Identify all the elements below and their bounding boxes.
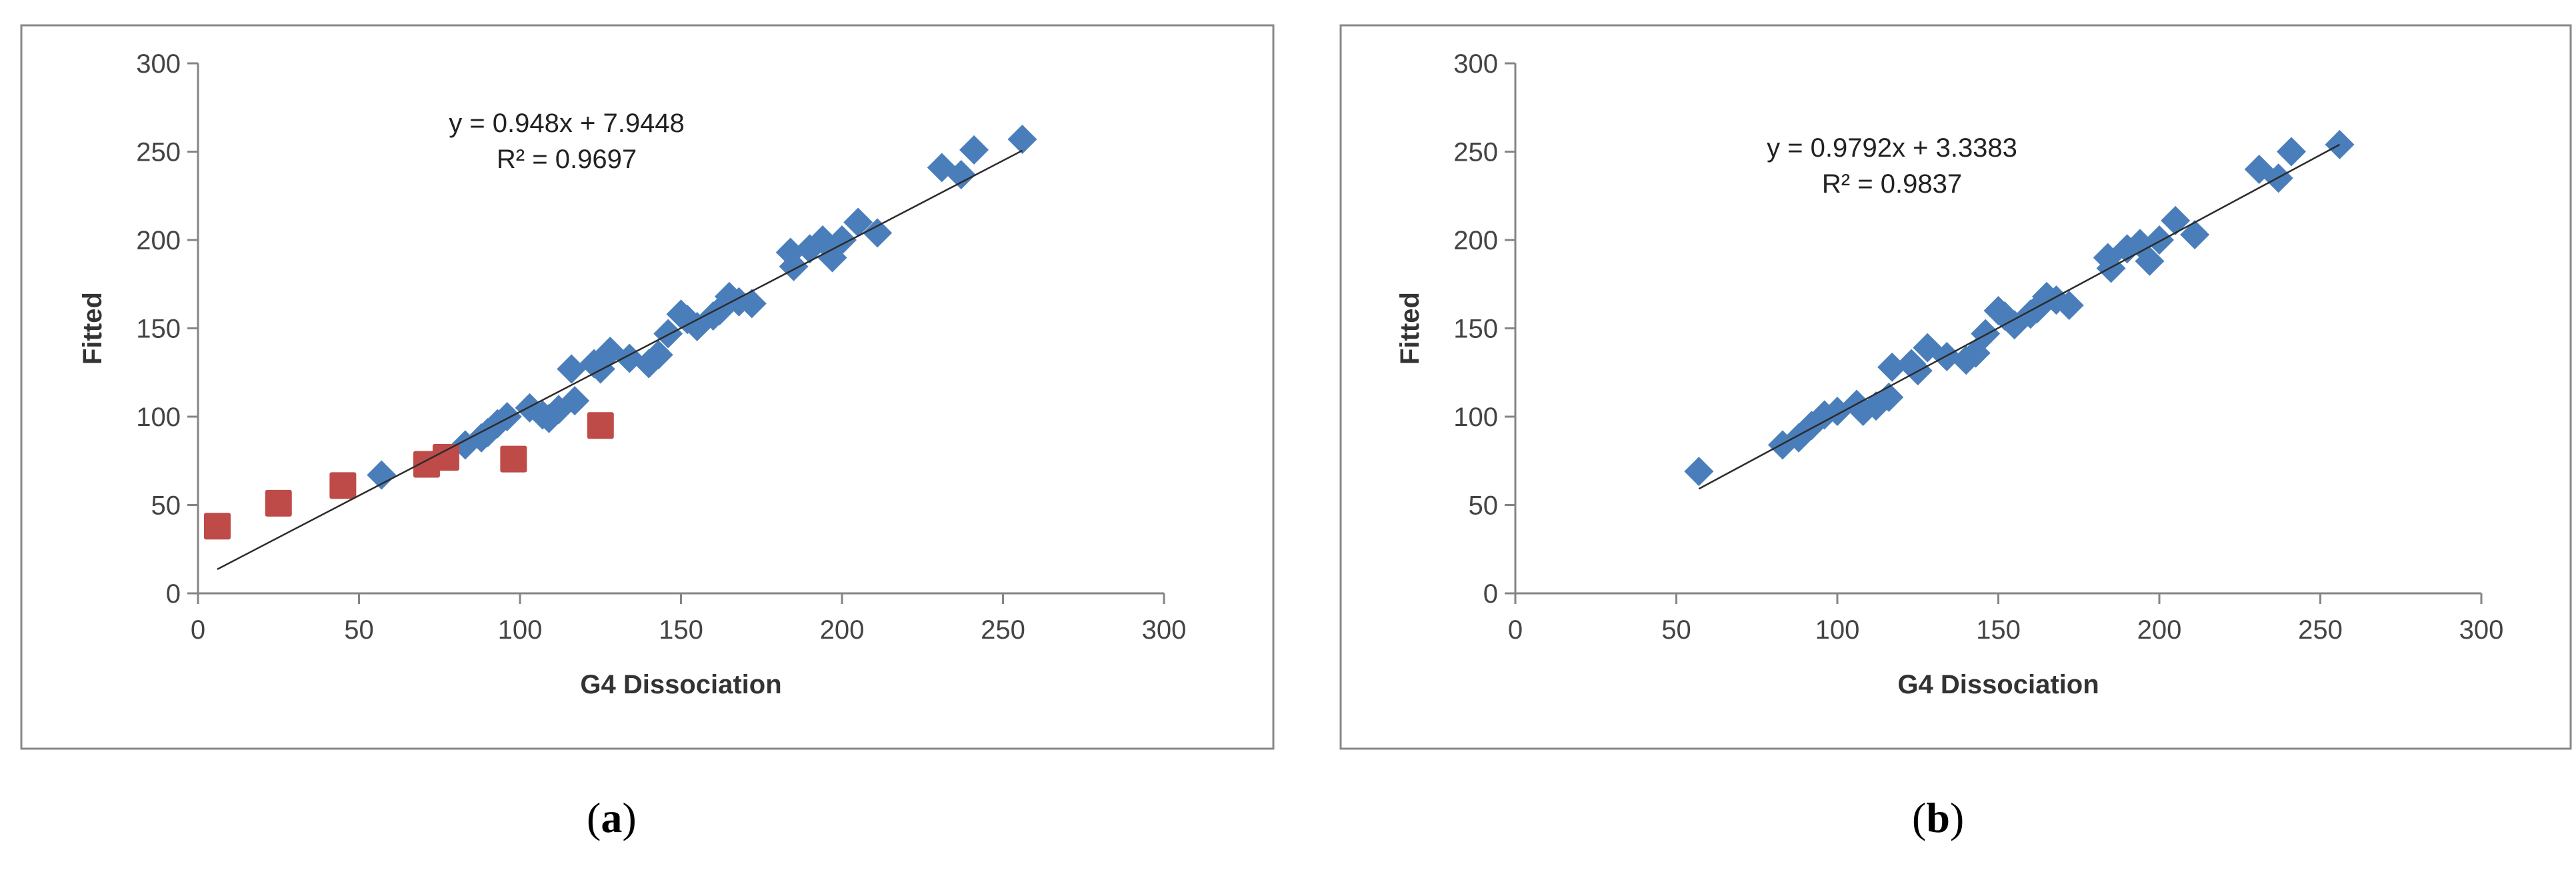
y-tick-label: 50 <box>1469 491 1499 521</box>
x-tick-label: 150 <box>1976 615 2021 645</box>
data-point-diamond <box>1961 338 1991 368</box>
y-tick-label: 250 <box>136 138 181 167</box>
x-tick-label: 50 <box>1661 615 1691 645</box>
data-point-diamond <box>2135 246 2165 276</box>
x-tick-label: 0 <box>191 615 205 645</box>
data-point-diamond <box>843 207 873 237</box>
data-point-square <box>329 472 357 499</box>
data-point-diamond <box>1932 341 1962 371</box>
trendline-equation: y = 0.9792x + 3.3383 <box>1767 133 2017 163</box>
panel-letter-b: b <box>1926 794 1950 841</box>
y-tick-label: 150 <box>1453 315 1498 344</box>
x-tick-label: 200 <box>820 615 865 645</box>
y-tick-label: 50 <box>151 491 181 521</box>
x-tick-label: 300 <box>2459 615 2504 645</box>
y-tick-label: 150 <box>136 315 181 344</box>
data-point-square <box>500 445 527 473</box>
data-point-diamond <box>1684 457 1714 487</box>
x-tick-label: 250 <box>2298 615 2343 645</box>
data-point-diamond <box>492 402 522 431</box>
y-axis-label: Fitted <box>78 292 107 365</box>
panel-label-b: (b) <box>1912 794 1965 841</box>
data-point-diamond <box>863 218 893 248</box>
y-tick-label: 100 <box>1453 403 1498 432</box>
y-tick-label: 200 <box>136 226 181 255</box>
panel-label-a: (a) <box>587 794 637 841</box>
x-axis-label: G4 Dissociation <box>1897 670 2099 699</box>
data-point-diamond <box>2054 291 2084 321</box>
data-point-diamond <box>737 289 767 319</box>
x-tick-label: 200 <box>2137 615 2182 645</box>
data-point-diamond <box>2161 205 2191 235</box>
chart-panel-b: 0 50 100 150 200 250 300 0 50 100 150 200 250 300 G4 D… <box>1339 24 2572 750</box>
y-tick-label: 300 <box>1453 49 1498 79</box>
data-point-diamond <box>653 319 683 349</box>
data-point-diamond <box>2145 225 2174 255</box>
data-point-square <box>203 513 231 540</box>
chart-panel-a: 0 50 100 150 200 250 300 0 50 100 150 200 250 300 G4 D… <box>20 24 1275 750</box>
trendline <box>1698 143 2341 490</box>
x-tick-label: 150 <box>659 615 703 645</box>
x-tick-label: 300 <box>1142 615 1187 645</box>
data-point-diamond <box>557 354 587 384</box>
data-point-diamond <box>560 386 590 416</box>
panel-letter-a: a <box>601 794 623 841</box>
x-tick-label: 250 <box>981 615 1025 645</box>
data-point-diamond <box>1007 124 1037 154</box>
data-point-diamond <box>367 460 397 490</box>
trendline <box>217 149 1023 570</box>
y-tick-label: 250 <box>1453 138 1498 167</box>
trendline-equation: y = 0.948x + 7.9448 <box>449 109 685 138</box>
x-tick-label: 50 <box>344 615 374 645</box>
data-point-square <box>432 443 459 471</box>
data-point-diamond <box>946 159 976 189</box>
data-point-diamond <box>1971 319 2001 349</box>
x-tick-label: 0 <box>1508 615 1523 645</box>
data-point-diamond <box>959 135 989 165</box>
y-tick-label: 200 <box>1453 226 1498 255</box>
x-axis-label: G4 Dissociation <box>580 670 781 699</box>
data-point-diamond <box>1877 352 1907 382</box>
x-tick-label: 100 <box>498 615 543 645</box>
data-point-diamond <box>2180 220 2210 250</box>
y-tick-label: 0 <box>1483 579 1498 609</box>
y-tick-label: 0 <box>166 579 181 609</box>
data-point-diamond <box>2277 137 2307 167</box>
data-point-square <box>265 489 292 517</box>
data-point-diamond <box>643 340 673 370</box>
x-tick-label: 100 <box>1815 615 1860 645</box>
r-squared-label: R² = 0.9837 <box>1822 169 1962 199</box>
chart-frame <box>1339 24 2572 750</box>
data-point-square <box>587 412 614 439</box>
y-tick-label: 300 <box>136 49 181 79</box>
y-axis-label: Fitted <box>1395 292 1425 365</box>
y-tick-label: 100 <box>136 403 181 432</box>
chart-frame <box>20 24 1275 750</box>
r-squared-label: R² = 0.9697 <box>497 145 637 174</box>
